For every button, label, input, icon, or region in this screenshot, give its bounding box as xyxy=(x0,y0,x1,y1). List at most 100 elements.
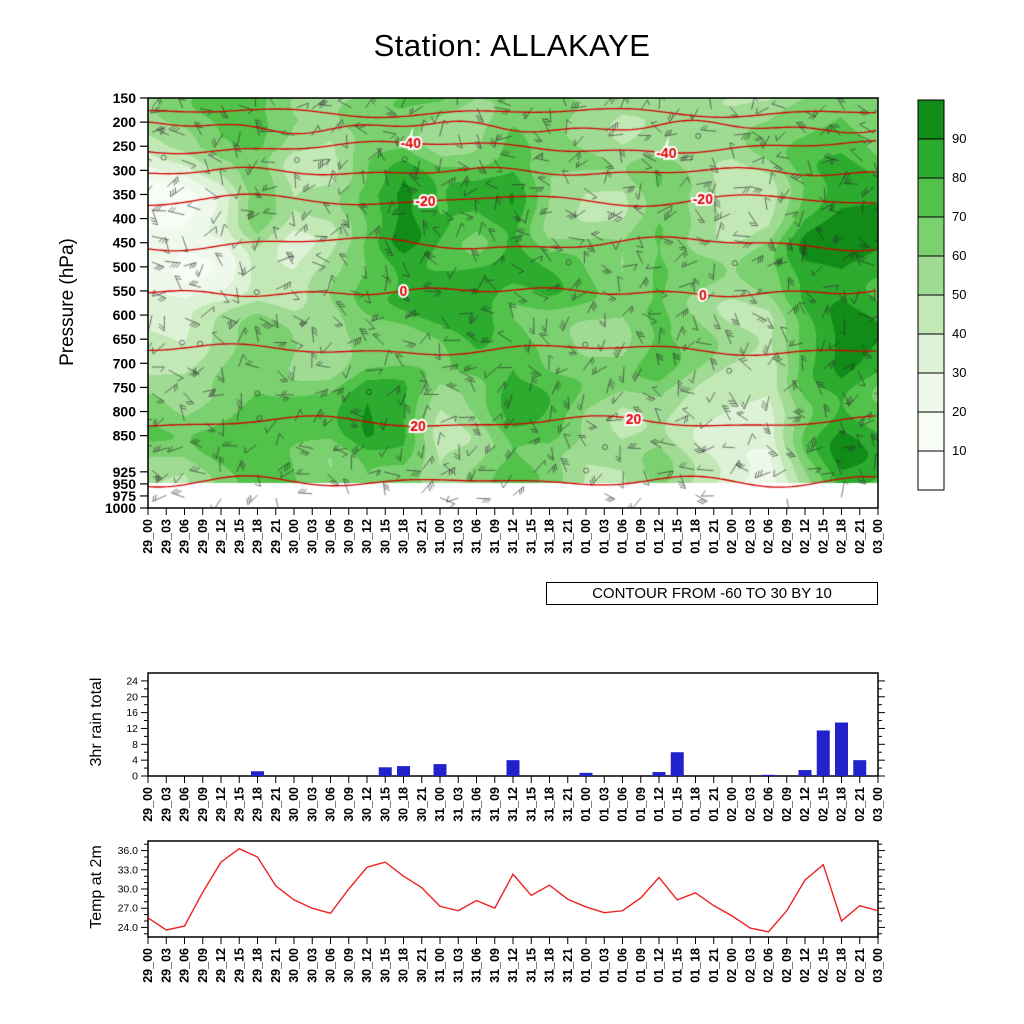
svg-text:01_12: 01_12 xyxy=(652,787,666,822)
svg-text:01_06: 01_06 xyxy=(616,519,630,554)
svg-text:29_00: 29_00 xyxy=(141,519,155,554)
svg-text:31_09: 31_09 xyxy=(488,787,502,822)
svg-text:29_09: 29_09 xyxy=(196,519,210,554)
svg-text:30_12: 30_12 xyxy=(360,519,374,554)
svg-text:31_06: 31_06 xyxy=(470,948,484,983)
svg-text:30_06: 30_06 xyxy=(324,519,338,554)
svg-text:40: 40 xyxy=(952,326,966,341)
svg-text:29_21: 29_21 xyxy=(269,948,283,983)
svg-text:02_18: 02_18 xyxy=(835,787,849,822)
svg-text:750: 750 xyxy=(113,379,137,395)
svg-text:10: 10 xyxy=(952,443,966,458)
temp-axis-label: Temp at 2m xyxy=(88,845,105,929)
svg-text:800: 800 xyxy=(113,404,137,420)
svg-text:31_12: 31_12 xyxy=(506,948,520,983)
svg-text:29_00: 29_00 xyxy=(141,948,155,983)
svg-text:90: 90 xyxy=(952,131,966,146)
svg-text:30_09: 30_09 xyxy=(342,948,356,983)
svg-text:29_03: 29_03 xyxy=(159,948,173,983)
svg-text:31_03: 31_03 xyxy=(451,948,465,983)
svg-text:31_21: 31_21 xyxy=(561,948,575,983)
svg-text:30_00: 30_00 xyxy=(287,787,301,822)
svg-text:30_21: 30_21 xyxy=(415,787,429,822)
svg-text:36.0: 36.0 xyxy=(118,845,139,857)
svg-text:29_03: 29_03 xyxy=(159,519,173,554)
svg-text:02_12: 02_12 xyxy=(798,519,812,554)
svg-text:350: 350 xyxy=(113,186,137,202)
svg-text:24.0: 24.0 xyxy=(118,922,139,934)
svg-text:29_06: 29_06 xyxy=(178,787,192,822)
svg-text:30_15: 30_15 xyxy=(378,519,392,554)
svg-text:02_03: 02_03 xyxy=(743,948,757,983)
svg-text:30_06: 30_06 xyxy=(324,948,338,983)
svg-text:02_09: 02_09 xyxy=(780,519,794,554)
svg-text:600: 600 xyxy=(113,307,137,323)
svg-text:30_09: 30_09 xyxy=(342,787,356,822)
svg-text:30_09: 30_09 xyxy=(342,519,356,554)
temp-line xyxy=(147,847,879,933)
svg-text:01_15: 01_15 xyxy=(670,787,684,822)
svg-text:31_15: 31_15 xyxy=(524,948,538,983)
svg-text:30_15: 30_15 xyxy=(378,948,392,983)
svg-text:29_15: 29_15 xyxy=(232,948,246,983)
svg-text:01_15: 01_15 xyxy=(670,948,684,983)
svg-text:700: 700 xyxy=(113,355,137,371)
svg-text:31_09: 31_09 xyxy=(488,519,502,554)
svg-text:03_00: 03_00 xyxy=(871,519,885,554)
svg-text:01_06: 01_06 xyxy=(616,787,630,822)
rain-panel-axes: 0 4 8 12 16 20 24 xyxy=(126,672,885,783)
svg-text:33.0: 33.0 xyxy=(118,864,139,876)
svg-text:31_15: 31_15 xyxy=(524,519,538,554)
svg-text:03_00: 03_00 xyxy=(871,948,885,983)
svg-text:500: 500 xyxy=(113,259,137,275)
rain-bar xyxy=(378,767,392,776)
svg-text:02_06: 02_06 xyxy=(762,787,776,822)
svg-text:30_18: 30_18 xyxy=(397,519,411,554)
svg-text:31_06: 31_06 xyxy=(470,787,484,822)
svg-text:31_00: 31_00 xyxy=(433,948,447,983)
svg-text:01_09: 01_09 xyxy=(634,787,648,822)
svg-text:01_12: 01_12 xyxy=(652,948,666,983)
svg-text:02_18: 02_18 xyxy=(835,948,849,983)
svg-text:02_09: 02_09 xyxy=(780,948,794,983)
svg-text:31_18: 31_18 xyxy=(543,519,557,554)
svg-text:31_21: 31_21 xyxy=(561,519,575,554)
svg-text:01_18: 01_18 xyxy=(689,787,703,822)
svg-text:29_15: 29_15 xyxy=(232,519,246,554)
svg-text:01_21: 01_21 xyxy=(707,519,721,554)
rain-bar xyxy=(835,722,848,776)
svg-text:29_09: 29_09 xyxy=(196,787,210,822)
svg-text:31_03: 31_03 xyxy=(451,519,465,554)
svg-text:31_21: 31_21 xyxy=(561,787,575,822)
svg-text:01_03: 01_03 xyxy=(597,948,611,983)
svg-text:01_09: 01_09 xyxy=(634,519,648,554)
contour-caption: CONTOUR FROM -60 TO 30 BY 10 xyxy=(546,582,878,605)
svg-text:01_00: 01_00 xyxy=(579,519,593,554)
temp-line-group xyxy=(147,847,879,933)
svg-text:02_09: 02_09 xyxy=(780,787,794,822)
colorbar: 90 80 70 60 50 40 30 20 10 xyxy=(917,99,966,491)
svg-text:29_18: 29_18 xyxy=(251,787,265,822)
rain-bar xyxy=(670,752,684,776)
svg-text:01_06: 01_06 xyxy=(616,948,630,983)
svg-text:400: 400 xyxy=(113,211,137,227)
svg-text:02_12: 02_12 xyxy=(798,787,812,822)
svg-text:31_18: 31_18 xyxy=(543,948,557,983)
rain-bar xyxy=(251,771,264,776)
svg-text:30_12: 30_12 xyxy=(360,787,374,822)
svg-text:50: 50 xyxy=(952,287,966,302)
svg-text:4: 4 xyxy=(132,755,138,767)
svg-text:02_00: 02_00 xyxy=(725,948,739,983)
svg-text:975: 975 xyxy=(113,488,137,504)
svg-text:30_03: 30_03 xyxy=(305,948,319,983)
svg-text:31_03: 31_03 xyxy=(451,787,465,822)
svg-text:30_06: 30_06 xyxy=(324,787,338,822)
svg-text:16: 16 xyxy=(126,707,138,719)
svg-text:30_00: 30_00 xyxy=(287,519,301,554)
svg-text:02_15: 02_15 xyxy=(816,948,830,983)
svg-text:80: 80 xyxy=(952,170,966,185)
svg-text:02_21: 02_21 xyxy=(853,519,867,554)
svg-text:29_12: 29_12 xyxy=(214,519,228,554)
svg-text:31_12: 31_12 xyxy=(506,787,520,822)
svg-text:30_00: 30_00 xyxy=(287,948,301,983)
